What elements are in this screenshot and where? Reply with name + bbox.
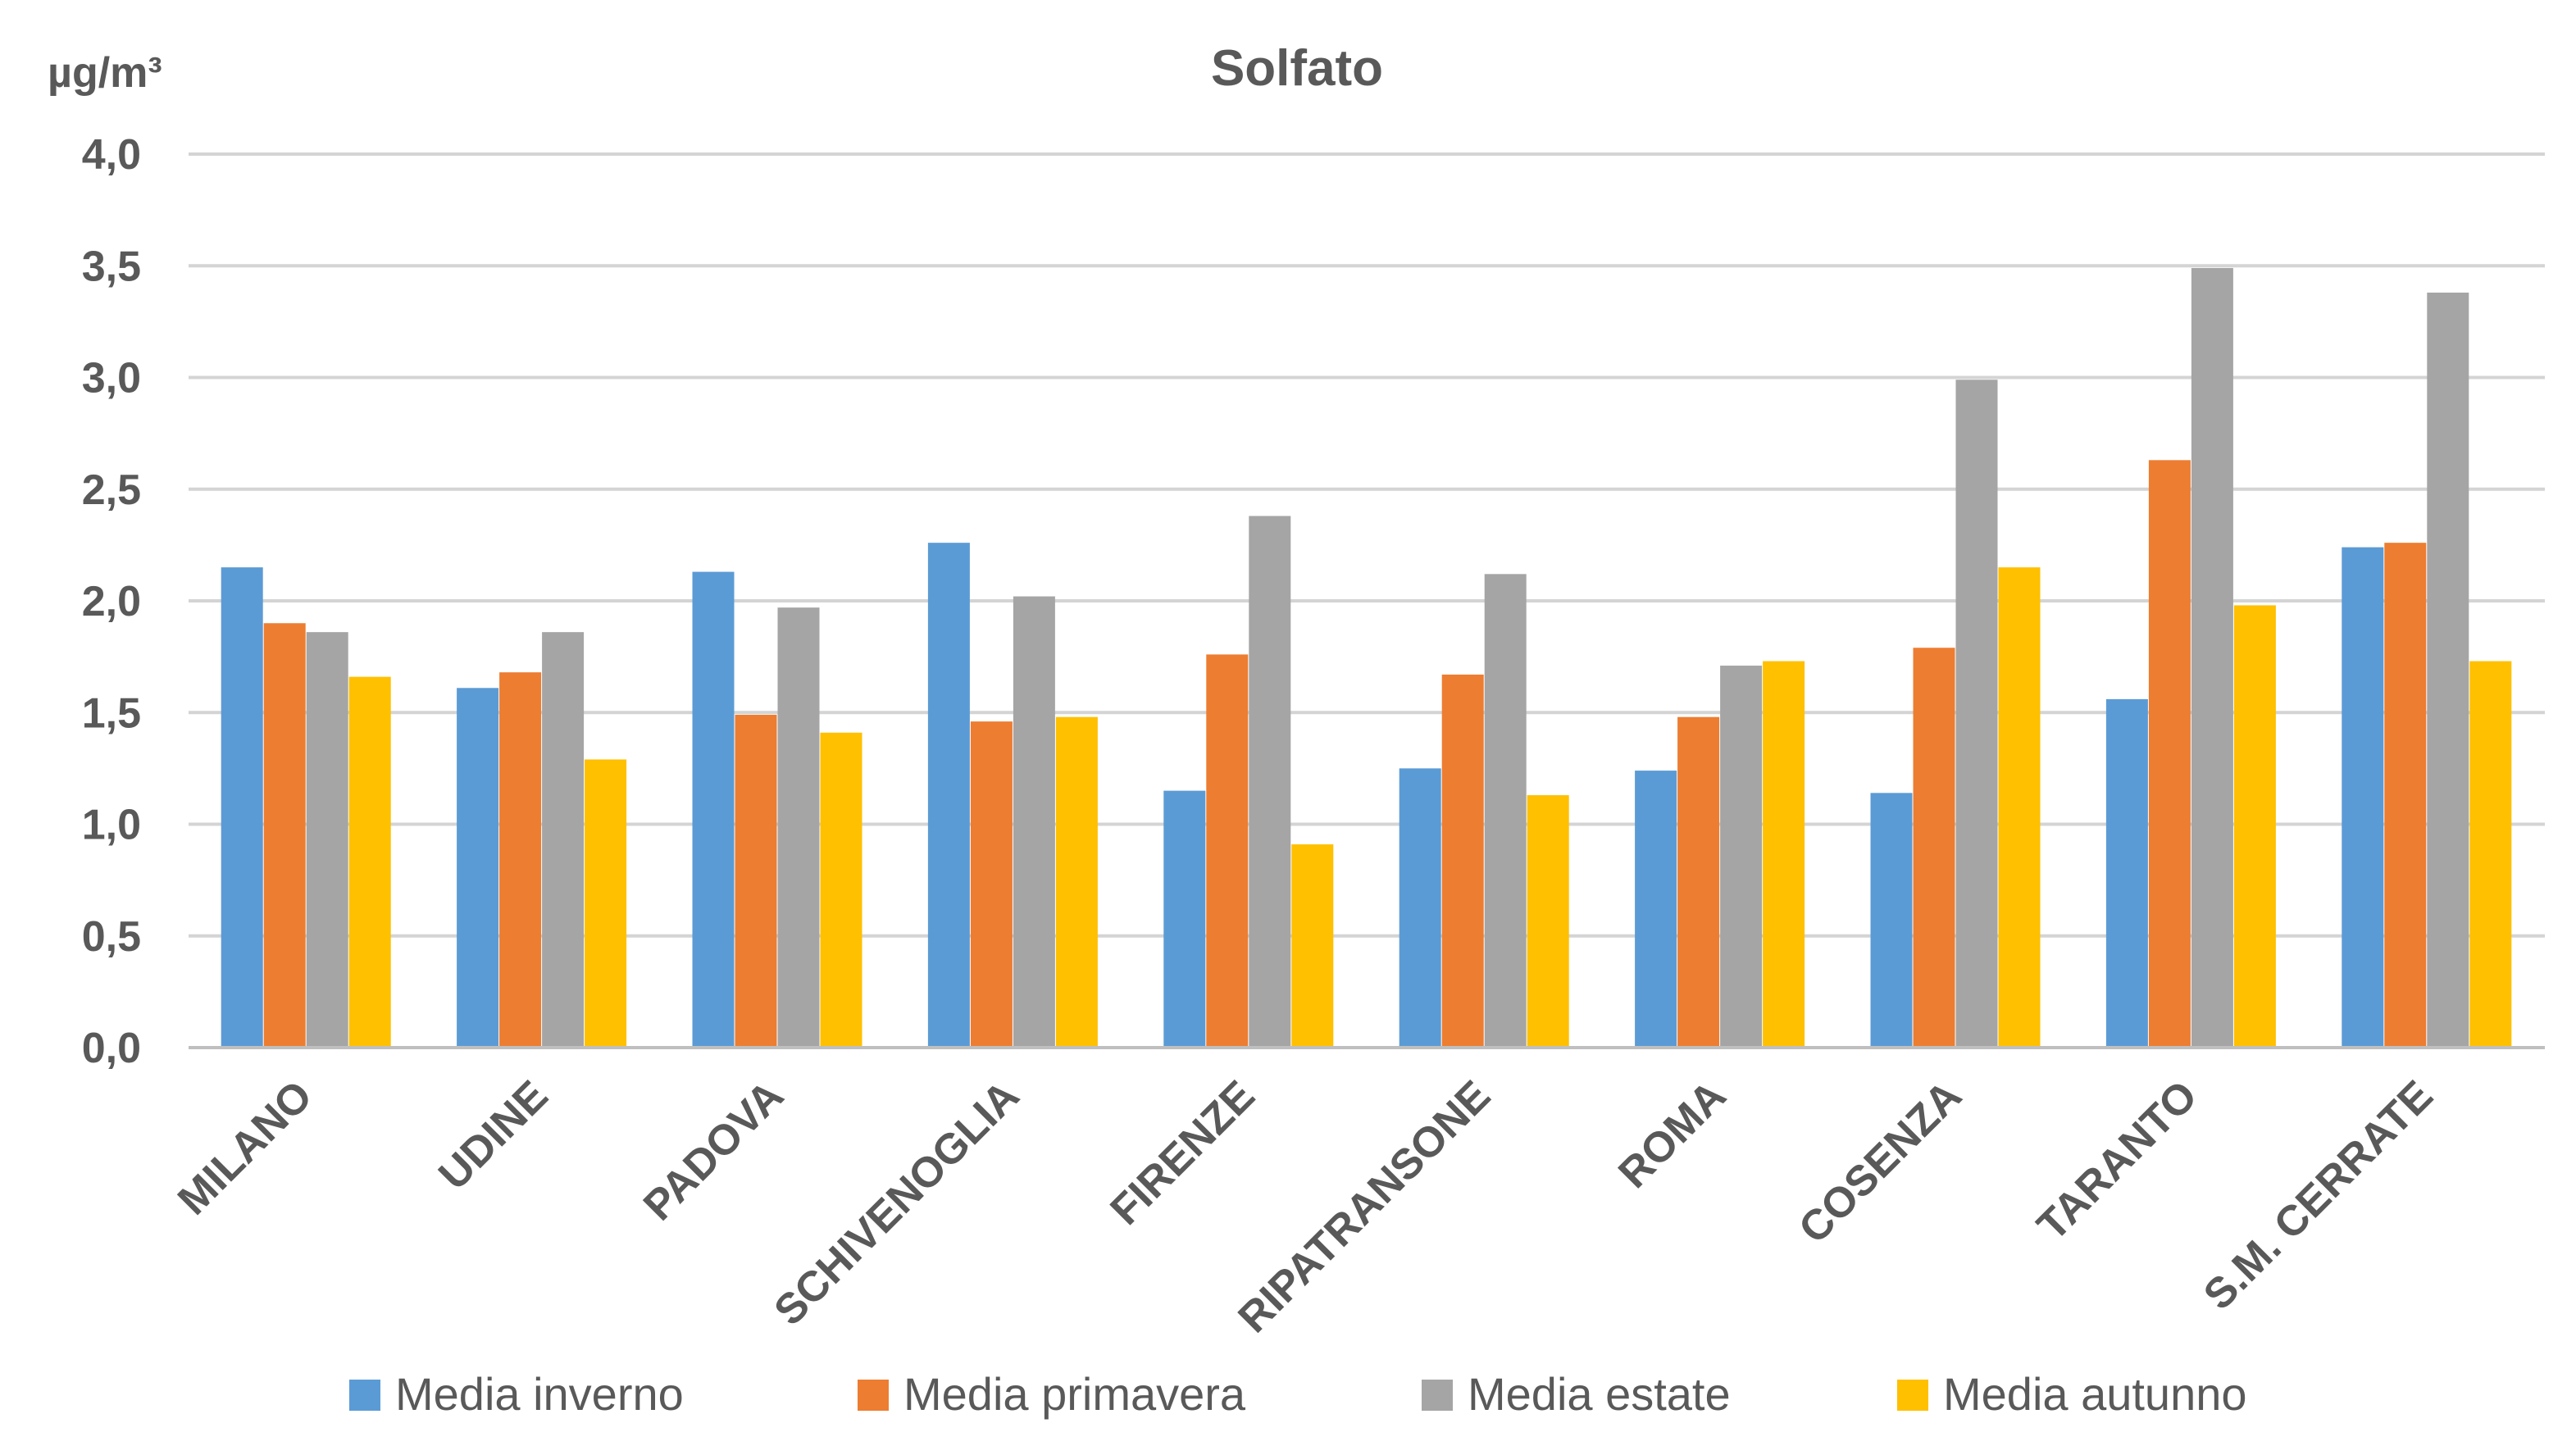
bar-taranto-media-inverno [2105,698,2148,1048]
bar-firenze-media-autunno [1291,844,1334,1048]
bar-schivenoglia-media-inverno [927,543,970,1048]
bar-milano-media-estate [306,632,348,1048]
bar-taranto-media-estate [2191,267,2233,1048]
bar-ripatransone-media-estate [1484,574,1527,1048]
legend: Media inverno Media primavera Media estate… [349,1368,2247,1420]
x-tick-label: RIPATRANSONE [1229,1071,1500,1342]
bar-firenze-media-primavera [1206,654,1249,1048]
y-tick-label: 0,0 [82,1025,141,1072]
bar-cosenza-media-inverno [1870,793,1913,1048]
x-tick-label: FIRENZE [1101,1071,1263,1234]
bar-ripatransone-media-autunno [1527,795,1569,1048]
legend-swatch [1897,1380,1928,1411]
y-tick-label: 2,0 [82,578,141,625]
bar-taranto-media-autunno [2233,605,2276,1048]
bars [221,267,2512,1048]
bar-cosenza-media-autunno [1998,567,2041,1048]
bar-milano-media-inverno [221,567,263,1048]
bar-ripatransone-media-primavera [1441,674,1484,1048]
y-tick-label: 0,5 [82,913,141,961]
x-tick-label: SCHIVENOGLIA [765,1071,1028,1335]
bar-roma-media-primavera [1677,716,1720,1048]
bar-schivenoglia-media-estate [1013,596,1055,1048]
chart-title: Solfato [1211,40,1383,97]
x-tick-label: S.M. CERRATE [2195,1071,2442,1319]
x-tick-label: ROMA [1609,1071,1735,1197]
bar-padova-media-primavera [735,714,777,1048]
y-tick-label: 3,0 [82,355,141,402]
bar-udine-media-autunno [585,759,627,1048]
legend-label: Media inverno [395,1368,684,1420]
bar-milano-media-autunno [348,676,391,1048]
legend-swatch [349,1380,380,1411]
bar-padova-media-inverno [692,571,735,1048]
y-axis-unit-label: µg/m³ [48,49,162,97]
bar-s-m-cerrate-media-autunno [2469,661,2512,1048]
bar-schivenoglia-media-autunno [1055,716,1098,1048]
x-tick-label: PADOVA [635,1071,793,1230]
x-tick-label: UDINE [430,1071,557,1198]
legend-label: Media estate [1468,1368,1731,1420]
bar-udine-media-primavera [499,672,542,1048]
bar-s-m-cerrate-media-estate [2427,292,2469,1048]
x-tick-label: COSENZA [1790,1071,1971,1253]
bar-s-m-cerrate-media-inverno [2342,547,2384,1048]
bar-roma-media-estate [1720,666,1763,1048]
bar-s-m-cerrate-media-primavera [2384,543,2427,1048]
bar-padova-media-estate [777,607,820,1048]
bar-padova-media-autunno [820,732,862,1048]
bar-schivenoglia-media-primavera [970,721,1013,1048]
bar-udine-media-inverno [457,688,499,1048]
x-tick-label: TARANTO [2028,1071,2206,1249]
bar-cosenza-media-primavera [1913,648,1955,1048]
legend-swatch [1422,1380,1453,1411]
bar-cosenza-media-estate [1955,380,1998,1048]
bar-taranto-media-primavera [2148,460,2191,1048]
y-tick-label: 2,5 [82,466,141,514]
y-tick-label: 1,5 [82,689,141,737]
y-tick-label: 1,0 [82,802,141,849]
bar-firenze-media-estate [1249,516,1291,1048]
bar-udine-media-estate [542,632,585,1048]
legend-label: Media autunno [1943,1368,2247,1420]
y-tick-label: 4,0 [82,131,141,179]
bar-roma-media-inverno [1635,771,1677,1048]
x-tick-label: MILANO [169,1071,321,1224]
bar-ripatransone-media-inverno [1399,768,1441,1048]
y-axis-ticks: 0,0 0,5 1,0 1,5 2,0 2,5 3,0 3,5 4,0 [82,131,141,1072]
bar-roma-media-autunno [1763,661,1805,1048]
bar-milano-media-primavera [263,623,306,1048]
bar-firenze-media-inverno [1163,790,1206,1048]
legend-swatch [858,1380,889,1411]
legend-label: Media primavera [903,1368,1246,1420]
y-tick-label: 3,5 [82,243,141,290]
